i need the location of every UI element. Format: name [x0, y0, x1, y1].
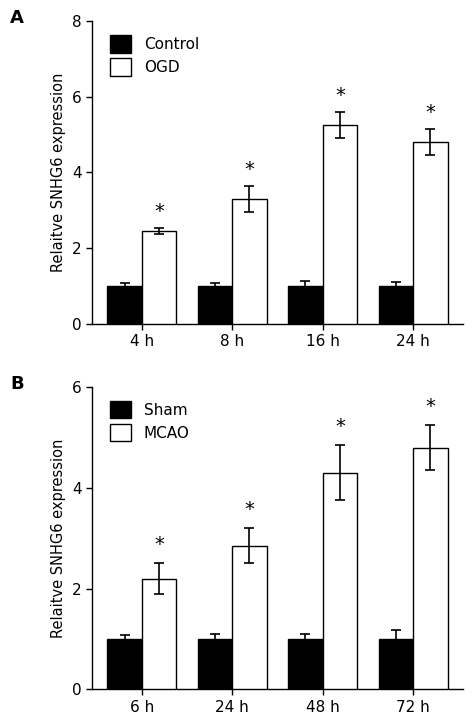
Bar	[323, 125, 357, 324]
Text: A: A	[10, 9, 24, 27]
Bar	[232, 546, 266, 690]
Y-axis label: Relaitve SNHG6 expression: Relaitve SNHG6 expression	[51, 73, 66, 272]
Bar	[379, 639, 413, 690]
Text: B: B	[10, 375, 24, 393]
Bar	[198, 639, 232, 690]
Text: *: *	[245, 500, 254, 519]
Bar	[107, 286, 142, 324]
Bar	[413, 142, 447, 324]
Text: *: *	[335, 86, 345, 105]
Legend: Sham, MCAO: Sham, MCAO	[107, 398, 192, 444]
Text: *: *	[154, 535, 164, 555]
Legend: Control, OGD: Control, OGD	[107, 32, 202, 78]
Text: *: *	[154, 203, 164, 221]
Text: *: *	[335, 417, 345, 436]
Y-axis label: Relaitve SNHG6 expression: Relaitve SNHG6 expression	[51, 439, 66, 638]
Bar	[107, 639, 142, 690]
Bar	[323, 473, 357, 690]
Text: *: *	[425, 397, 435, 416]
Text: *: *	[425, 103, 435, 122]
Bar	[288, 286, 323, 324]
Bar	[232, 199, 266, 324]
Bar	[288, 639, 323, 690]
Bar	[413, 447, 447, 690]
Bar	[142, 231, 176, 324]
Bar	[198, 286, 232, 324]
Text: *: *	[245, 160, 254, 179]
Bar	[142, 579, 176, 690]
Bar	[379, 286, 413, 324]
